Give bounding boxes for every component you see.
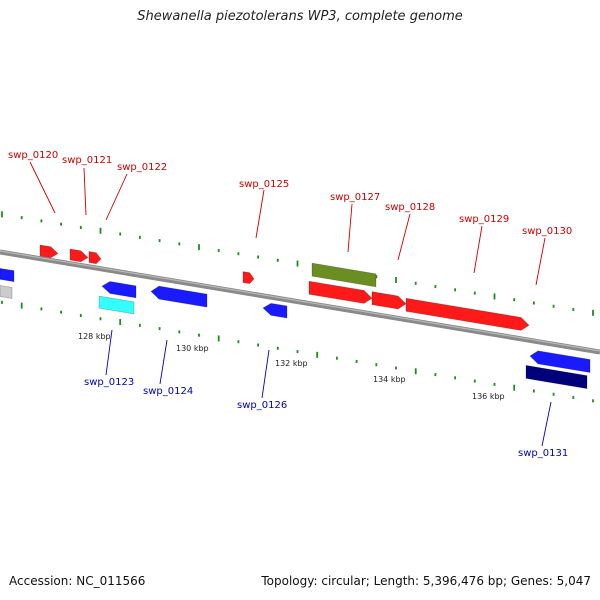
gene-arrow-swp-0129 [405, 297, 530, 331]
forward-leader-line [473, 225, 483, 274]
gene-arrow-swp-0131b [525, 364, 588, 390]
reverse-leader-line [261, 349, 270, 399]
gene-arrow-swp-0121 [69, 248, 89, 263]
map-title: Shewanella piezotolerans WP3, complete g… [137, 9, 463, 24]
gene-arrow-left-gray [0, 285, 13, 299]
forward-tick-track [1, 211, 594, 316]
reverse-leader-line [159, 339, 168, 385]
gene-arrow-swp-0123 [101, 281, 137, 299]
genome-backbone-highlight [0, 250, 600, 352]
gene-arrow-swp-0122 [88, 251, 102, 265]
kbp-label-134: 134 kbp [373, 375, 406, 384]
gene-label-swp-0122[interactable]: swp_0122 [117, 162, 167, 173]
reverse-tick-track [1, 300, 594, 403]
gene-arrow-swp-0120 [39, 244, 59, 259]
gene-label-swp-0123[interactable]: swp_0123 [84, 377, 134, 388]
gene-label-swp-0131[interactable]: swp_0131 [518, 448, 568, 459]
gene-label-swp-0120[interactable]: swp_0120 [8, 150, 58, 161]
gene-arrow-swp-0126 [262, 302, 288, 319]
kbp-label-130: 130 kbp [176, 344, 209, 353]
forward-leader-line [29, 161, 56, 214]
gene-label-swp-0125[interactable]: swp_0125 [239, 179, 289, 190]
reverse-leader-line [541, 401, 552, 447]
gene-arrow-swp-0125 [242, 271, 255, 285]
forward-leader-line [535, 237, 546, 286]
gene-arrow-swp-0131 [529, 350, 591, 373]
gene-label-swp-0124[interactable]: swp_0124 [143, 386, 193, 397]
gene-arrow-swp-0127 [311, 262, 377, 288]
gene-arrow-swp-0127b [308, 280, 373, 304]
gene-label-swp-0126[interactable]: swp_0126 [237, 400, 287, 411]
forward-leader-line [255, 189, 265, 239]
gene-arrow-swp-0124 [150, 285, 208, 308]
gene-arrow-swp-0128 [371, 291, 407, 310]
reverse-leader-line [105, 329, 113, 376]
gene-label-swp-0121[interactable]: swp_0121 [62, 155, 112, 166]
forward-leader-line [347, 203, 353, 253]
genome-backbone [0, 249, 600, 355]
kbp-label-132: 132 kbp [275, 359, 308, 368]
gene-label-swp-0127[interactable]: swp_0127 [330, 192, 380, 203]
gene-label-swp-0130[interactable]: swp_0130 [522, 226, 572, 237]
kbp-label-136: 136 kbp [472, 392, 505, 401]
forward-leader-line [83, 167, 87, 216]
kbp-label-128: 128 kbp [78, 332, 111, 341]
label-leader-lines [29, 161, 552, 447]
gene-label-swp-0128[interactable]: swp_0128 [385, 202, 435, 213]
gene-arrow-swp-0123b [98, 295, 135, 315]
forward-leader-line [397, 213, 411, 261]
accession-text: Accession: NC_011566 [9, 574, 146, 588]
forward-leader-line [105, 173, 128, 221]
gene-arrow-left-blue [0, 267, 15, 283]
gene-label-swp-0129[interactable]: swp_0129 [459, 214, 509, 225]
gene-features [0, 244, 591, 390]
genome-summary-text: Topology: circular; Length: 5,396,476 bp… [261, 574, 591, 588]
